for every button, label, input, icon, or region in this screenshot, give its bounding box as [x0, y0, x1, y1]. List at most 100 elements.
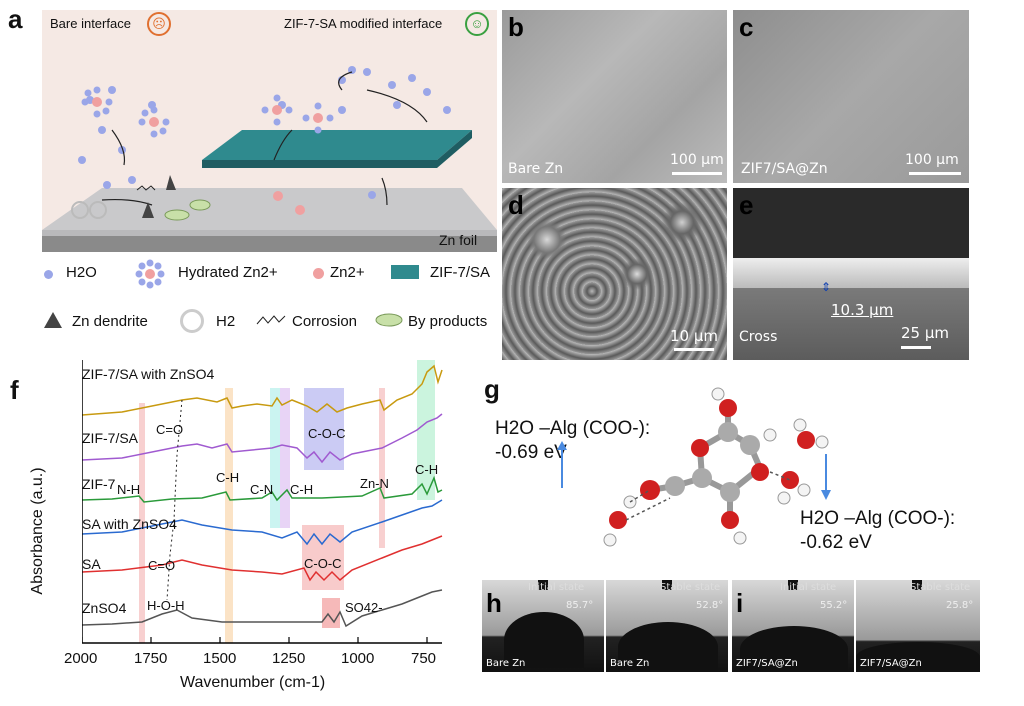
- ftir-ylabel: Absorbance (a.u.): [29, 467, 46, 595]
- annot-ch-3: C-H: [415, 462, 439, 477]
- panel-label-i: i: [736, 588, 744, 618]
- sem-c-scale-text: 100 μm: [905, 152, 959, 168]
- h-stable-state: Stable state: [660, 582, 721, 593]
- h-initial-state: Initial state: [528, 582, 585, 593]
- down-arrow-icon: [821, 454, 831, 500]
- series-sa-line: [82, 535, 443, 582]
- legend-h2: H2: [216, 313, 236, 330]
- sem-image-b: b Bare Zn 100 μm: [502, 10, 727, 183]
- panel-label-d: d: [508, 190, 524, 220]
- panel-label-c: c: [739, 12, 754, 42]
- series-label-znso4: ZnSO4: [82, 600, 127, 616]
- xtick-1500: 1500: [203, 650, 237, 667]
- series-label-sa: SA: [82, 556, 101, 572]
- annot-co-bottom: C=O: [148, 558, 176, 573]
- sad-face-icon: ☹: [147, 12, 171, 36]
- xtick-1750: 1750: [134, 650, 168, 667]
- i-initial-state: Initial state: [780, 582, 837, 593]
- sem-d-scale-bar: [674, 348, 714, 351]
- ftir-chart: [82, 360, 443, 644]
- annot-coc-top: C-O-C: [308, 426, 346, 441]
- panel-label-f: f: [10, 375, 19, 405]
- modified-interface-title: ZIF-7-SA modified interface: [284, 16, 443, 31]
- corrosion-icon: [256, 315, 286, 325]
- legend-corrosion: Corrosion: [292, 313, 358, 330]
- legend-hydrated-zn: Hydrated Zn2+: [178, 264, 278, 281]
- xtick-1000: 1000: [341, 650, 375, 667]
- panel-label-a: a: [8, 4, 23, 34]
- sem-e-thickness: 10.3 μm: [831, 301, 894, 319]
- contact-angle-i-initial: i Initial state 55.2° ZIF7/SA@Zn: [732, 580, 854, 672]
- series-zif7-line: [82, 475, 443, 503]
- legend-byproducts: By products: [408, 313, 488, 330]
- legend-dendrite: Zn dendrite: [72, 313, 148, 330]
- needle-icon: [538, 580, 548, 590]
- schematic-drawing: [42, 66, 497, 252]
- sem-c-label: ZIF7/SA@Zn: [741, 161, 828, 177]
- i-stable-sample: ZIF7/SA@Zn: [860, 658, 922, 669]
- thickness-arrows-icon: ⇕: [821, 280, 832, 294]
- contact-angle-h-initial: h Initial state 85.7° Bare Zn: [482, 580, 604, 672]
- up-arrow-icon: [557, 441, 567, 488]
- h2-bubble-icon: [180, 309, 204, 333]
- needle-icon: [912, 580, 922, 590]
- left-binding-energy: -0.69 eV: [495, 442, 567, 463]
- sem-image-c: c ZIF7/SA@Zn 100 μm: [733, 10, 969, 183]
- sem-image-e: e ⇕ 10.3 μm Cross 25 μm: [733, 188, 969, 360]
- h-initial-angle: 85.7°: [566, 600, 594, 611]
- series-znso4-line: [82, 589, 443, 628]
- annot-hoh: H-O-H: [147, 598, 185, 613]
- hydrated-zn-icon: [135, 259, 165, 289]
- sem-b-scale-bar: [672, 172, 722, 175]
- sem-d-scale-text: 10 μm: [670, 327, 719, 345]
- legend-zn: Zn2+: [330, 264, 365, 281]
- series-zif7sa-line: [82, 413, 443, 464]
- panel-label-h: h: [486, 588, 502, 618]
- series-label-sa-znso4: SA with ZnSO4: [82, 516, 177, 532]
- annot-nh: N-H: [117, 482, 141, 497]
- annot-ch-2: C-H: [290, 482, 314, 497]
- i-initial-angle: 55.2°: [820, 600, 848, 611]
- right-binding-label: H2O –Alg (COO-):: [800, 508, 956, 529]
- cross-section-layer: [733, 258, 969, 288]
- needle-icon: [788, 580, 798, 590]
- ftir-y-axis: Absorbance (a.u.): [20, 462, 46, 602]
- zif-sa-icon: [391, 265, 419, 279]
- zn-foil-label: Zn foil: [439, 232, 478, 248]
- panel-label-b: b: [508, 12, 524, 42]
- sem-b-scale-text: 100 μm: [670, 152, 724, 168]
- h-stable-sample: Bare Zn: [610, 658, 650, 669]
- annot-so4: SO42-: [345, 600, 383, 615]
- dendrite-icon: [44, 312, 62, 328]
- byproduct-icon: [375, 313, 403, 327]
- droplet-h-initial: [504, 612, 584, 668]
- series-label-zif7: ZIF-7: [82, 476, 116, 492]
- sem-e-label: Cross: [739, 329, 778, 345]
- left-binding-label: H2O –Alg (COO-):: [495, 418, 651, 439]
- h2o-icon: [44, 270, 53, 279]
- series-sa-znso4-line: [82, 499, 443, 546]
- panel-label-e: e: [739, 190, 754, 220]
- xtick-1250: 1250: [272, 650, 306, 667]
- xtick-750: 750: [411, 650, 437, 667]
- annot-co-top: C=O: [156, 422, 184, 437]
- sem-image-d: d 10 μm: [502, 188, 727, 360]
- h-stable-angle: 52.8°: [696, 600, 724, 611]
- schematic-panel: Bare interface ☹ ZIF-7-SA modified inter…: [42, 10, 497, 252]
- happy-face-icon: ☺: [465, 12, 489, 36]
- contact-angle-i-stable: Stable state 25.8° ZIF7/SA@Zn: [856, 580, 980, 672]
- zn-ion-icon: [313, 268, 324, 279]
- right-binding-energy: -0.62 eV: [800, 532, 872, 553]
- i-stable-state: Stable state: [910, 582, 971, 593]
- needle-icon: [662, 580, 672, 590]
- legend-zif-sa: ZIF-7/SA: [430, 264, 491, 281]
- sem-e-scale-bar: [901, 346, 931, 349]
- contact-angle-h-stable: Stable state 52.8° Bare Zn: [606, 580, 728, 672]
- ftir-xlabel: Wavenumber (cm-1): [180, 674, 326, 691]
- annot-coc-bottom: C-O-C: [304, 556, 342, 571]
- xtick-2000: 2000: [64, 650, 98, 667]
- alginate-water-model: [603, 387, 829, 547]
- bare-interface-title: Bare interface: [50, 16, 131, 31]
- i-initial-sample: ZIF7/SA@Zn: [736, 658, 798, 669]
- h-initial-sample: Bare Zn: [486, 658, 526, 669]
